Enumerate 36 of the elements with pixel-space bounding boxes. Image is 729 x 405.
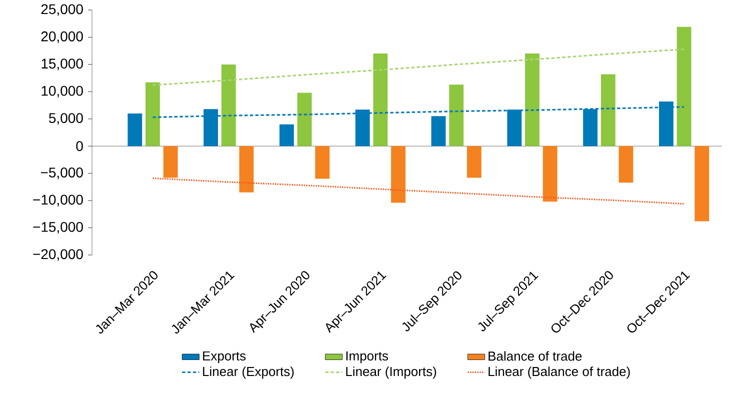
y-tick-label: 10,000 bbox=[42, 86, 83, 98]
bar bbox=[128, 113, 142, 146]
y-tick-label: −5,000 bbox=[40, 168, 83, 180]
legend-label: Linear (Balance of trade) bbox=[488, 366, 630, 379]
bar bbox=[146, 82, 160, 146]
bar bbox=[239, 146, 254, 192]
bar bbox=[315, 146, 330, 179]
y-tick-label: 15,000 bbox=[42, 58, 83, 70]
legend-label: Exports bbox=[203, 351, 246, 364]
bar bbox=[431, 116, 446, 146]
y-tick-label: 5,000 bbox=[48, 113, 83, 125]
legend-label: Imports bbox=[346, 351, 388, 364]
bar bbox=[525, 54, 540, 146]
legend-label: Balance of trade bbox=[488, 351, 582, 361]
y-tick-label: −15,000 bbox=[33, 222, 83, 234]
bar bbox=[373, 54, 388, 146]
y-tick-label: −20,000 bbox=[33, 249, 83, 261]
bar bbox=[297, 92, 312, 146]
bar bbox=[618, 146, 634, 183]
bar bbox=[279, 124, 294, 146]
y-tick-label: 20,000 bbox=[41, 31, 83, 44]
y-tick-label: 25,000 bbox=[41, 4, 83, 16]
y-tick-label: 0 bbox=[76, 141, 83, 152]
line-series bbox=[152, 48, 685, 86]
bar bbox=[449, 84, 464, 146]
y-tick-label: −10,000 bbox=[33, 194, 83, 206]
bar bbox=[676, 26, 692, 146]
legend-label: Linear (Imports) bbox=[346, 366, 436, 379]
bar bbox=[466, 146, 482, 178]
bar bbox=[542, 146, 558, 202]
bar bbox=[391, 146, 406, 203]
bar bbox=[600, 74, 616, 146]
bar bbox=[221, 64, 236, 146]
legend-label: Linear (Exports) bbox=[203, 366, 294, 379]
bar bbox=[694, 146, 710, 222]
bar bbox=[163, 146, 178, 178]
